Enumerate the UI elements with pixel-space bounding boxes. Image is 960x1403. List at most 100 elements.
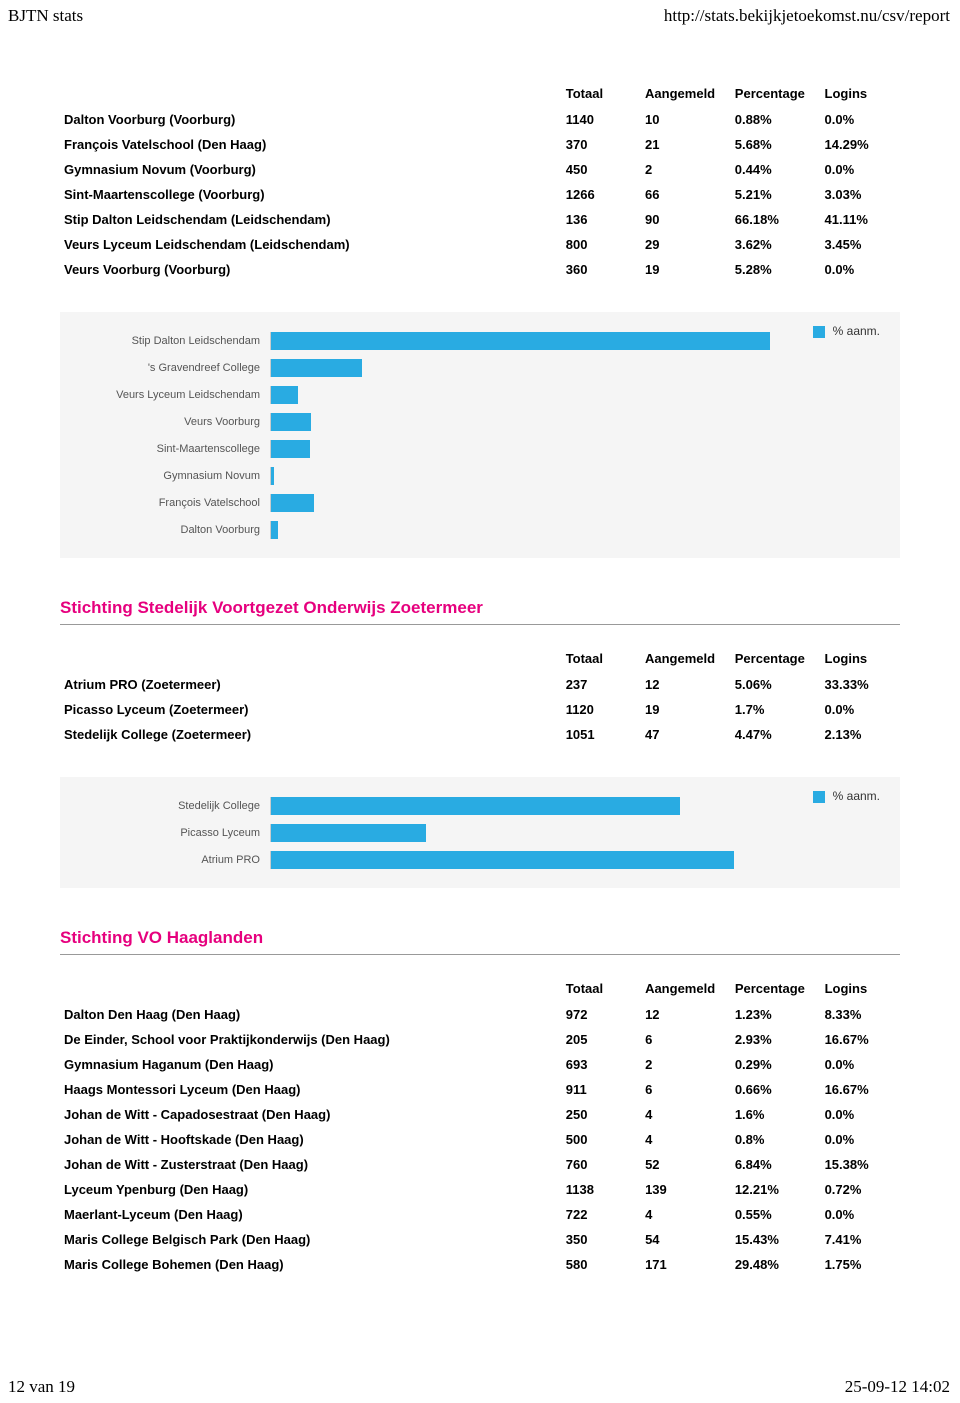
section-title-3: Stichting VO Haaglanden — [60, 928, 900, 955]
cell-name: Maris College Bohemen (Den Haag) — [60, 1252, 562, 1277]
col-aangemeld: Aangemeld — [641, 645, 731, 672]
cell-totaal: 1138 — [562, 1177, 641, 1202]
col-aangemeld: Aangemeld — [641, 80, 731, 107]
cell-logins: 7.41% — [821, 1227, 900, 1252]
chart-bar-label: Stip Dalton Leidschendam — [70, 335, 270, 347]
table-row: Atrium PRO (Zoetermeer)237125.06%33.33% — [60, 672, 900, 697]
cell-logins: 3.03% — [821, 182, 900, 207]
cell-percentage: 1.6% — [731, 1102, 821, 1127]
cell-totaal: 500 — [562, 1127, 641, 1152]
cell-name: Maris College Belgisch Park (Den Haag) — [60, 1227, 562, 1252]
cell-aangemeld: 52 — [641, 1152, 731, 1177]
cell-aangemeld: 6 — [641, 1077, 731, 1102]
chart-bar-label: Picasso Lyceum — [70, 827, 270, 839]
cell-aangemeld: 21 — [641, 132, 731, 157]
cell-aangemeld: 4 — [641, 1202, 731, 1227]
cell-name: Picasso Lyceum (Zoetermeer) — [60, 697, 562, 722]
col-logins: Logins — [821, 975, 900, 1002]
cell-totaal: 693 — [562, 1052, 641, 1077]
cell-logins: 0.0% — [821, 1202, 900, 1227]
cell-name: Dalton Den Haag (Den Haag) — [60, 1002, 562, 1027]
table-row: Johan de Witt - Capadosestraat (Den Haag… — [60, 1102, 900, 1127]
cell-name: Dalton Voorburg (Voorburg) — [60, 107, 562, 132]
cell-percentage: 29.48% — [731, 1252, 821, 1277]
cell-logins: 0.72% — [821, 1177, 900, 1202]
cell-percentage: 0.55% — [731, 1202, 821, 1227]
cell-aangemeld: 139 — [641, 1177, 731, 1202]
chart-row: Stedelijk College — [70, 792, 880, 819]
cell-totaal: 450 — [562, 157, 641, 182]
table-row: Picasso Lyceum (Zoetermeer)1120191.7%0.0… — [60, 697, 900, 722]
chart-row: Sint-Maartenscollege — [70, 435, 880, 462]
cell-aangemeld: 171 — [641, 1252, 731, 1277]
table-row: Sint-Maartenscollege (Voorburg)1266665.2… — [60, 182, 900, 207]
chart-bar — [271, 824, 426, 842]
chart-bar — [271, 440, 310, 458]
cell-aangemeld: 54 — [641, 1227, 731, 1252]
cell-logins: 0.0% — [821, 157, 900, 182]
chart-row: Stip Dalton Leidschendam — [70, 327, 880, 354]
chart-row: Dalton Voorburg — [70, 516, 880, 543]
cell-name: Johan de Witt - Hooftskade (Den Haag) — [60, 1127, 562, 1152]
cell-totaal: 800 — [562, 232, 641, 257]
cell-totaal: 1120 — [562, 697, 641, 722]
col-logins: Logins — [821, 80, 900, 107]
stats-table-1: Totaal Aangemeld Percentage Logins Dalto… — [60, 80, 900, 282]
cell-name: Veurs Lyceum Leidschendam (Leidschendam) — [60, 232, 562, 257]
chart-bar — [271, 359, 362, 377]
section-title-2: Stichting Stedelijk Voortgezet Onderwijs… — [60, 598, 900, 625]
cell-totaal: 360 — [562, 257, 641, 282]
cell-totaal: 580 — [562, 1252, 641, 1277]
cell-percentage: 0.8% — [731, 1127, 821, 1152]
cell-percentage: 5.28% — [731, 257, 821, 282]
cell-name: De Einder, School voor Praktijkonderwijs… — [60, 1027, 562, 1052]
cell-logins: 2.13% — [821, 722, 900, 747]
cell-aangemeld: 66 — [641, 182, 731, 207]
cell-percentage: 5.06% — [731, 672, 821, 697]
table-row: Maris College Belgisch Park (Den Haag)35… — [60, 1227, 900, 1252]
col-totaal: Totaal — [562, 645, 641, 672]
cell-totaal: 911 — [562, 1077, 641, 1102]
cell-name: Johan de Witt - Zusterstraat (Den Haag) — [60, 1152, 562, 1177]
chart-bar-label: 's Gravendreef College — [70, 362, 270, 374]
chart-row: Veurs Voorburg — [70, 408, 880, 435]
cell-logins: 16.67% — [821, 1027, 900, 1052]
chart-bar-label: François Vatelschool — [70, 497, 270, 509]
chart-track — [270, 521, 880, 539]
cell-logins: 8.33% — [821, 1002, 900, 1027]
chart-bar-label: Dalton Voorburg — [70, 524, 270, 536]
cell-logins: 14.29% — [821, 132, 900, 157]
table-row: Stip Dalton Leidschendam (Leidschendam)1… — [60, 207, 900, 232]
cell-name: Gymnasium Haganum (Den Haag) — [60, 1052, 562, 1077]
chart-row: François Vatelschool — [70, 489, 880, 516]
chart-track — [270, 467, 880, 485]
cell-aangemeld: 29 — [641, 232, 731, 257]
col-logins: Logins — [821, 645, 900, 672]
cell-name: François Vatelschool (Den Haag) — [60, 132, 562, 157]
chart-row: 's Gravendreef College — [70, 354, 880, 381]
cell-percentage: 0.29% — [731, 1052, 821, 1077]
chart-track — [270, 797, 880, 815]
cell-totaal: 350 — [562, 1227, 641, 1252]
chart-bar-label: Sint-Maartenscollege — [70, 443, 270, 455]
cell-percentage: 2.93% — [731, 1027, 821, 1052]
chart-track — [270, 440, 880, 458]
chart-row: Gymnasium Novum — [70, 462, 880, 489]
chart-row: Atrium PRO — [70, 846, 880, 873]
chart-track — [270, 851, 880, 869]
chart-track — [270, 332, 880, 350]
table-row: Maerlant-Lyceum (Den Haag)72240.55%0.0% — [60, 1202, 900, 1227]
print-header: BJTN stats http://stats.bekijkjetoekomst… — [0, 0, 960, 30]
cell-totaal: 1266 — [562, 182, 641, 207]
cell-logins: 0.0% — [821, 1102, 900, 1127]
chart-bar-label: Veurs Lyceum Leidschendam — [70, 389, 270, 401]
cell-name: Haags Montessori Lyceum (Den Haag) — [60, 1077, 562, 1102]
table-row: Dalton Den Haag (Den Haag)972121.23%8.33… — [60, 1002, 900, 1027]
cell-aangemeld: 19 — [641, 697, 731, 722]
cell-totaal: 205 — [562, 1027, 641, 1052]
cell-aangemeld: 4 — [641, 1102, 731, 1127]
table-row: Johan de Witt - Hooftskade (Den Haag)500… — [60, 1127, 900, 1152]
chart-track — [270, 386, 880, 404]
cell-totaal: 250 — [562, 1102, 641, 1127]
cell-aangemeld: 10 — [641, 107, 731, 132]
